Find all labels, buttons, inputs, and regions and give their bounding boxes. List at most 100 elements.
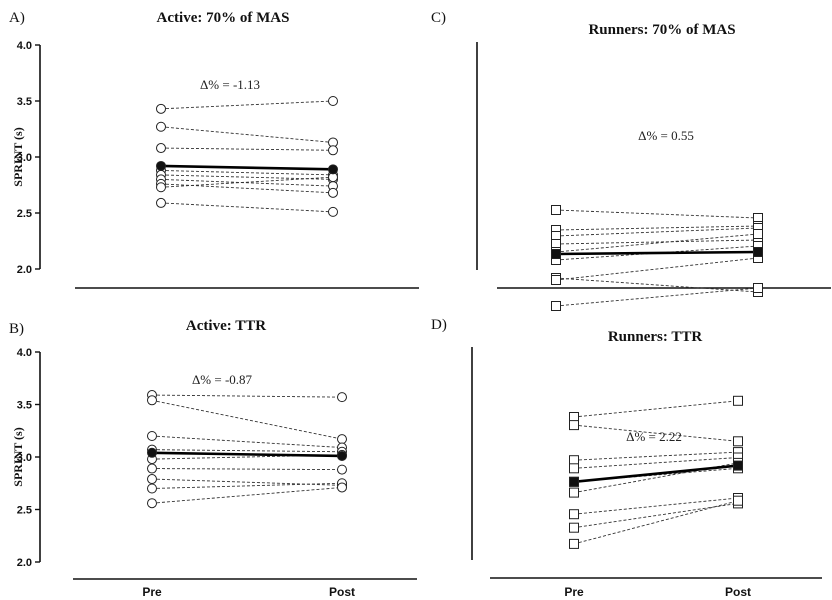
- individual-line: [573, 500, 739, 545]
- individual-series: [551, 283, 763, 311]
- individual-series: [551, 221, 763, 235]
- individual-series: [551, 205, 763, 223]
- mean-line: [555, 250, 759, 256]
- y-tick-label: 2.0: [17, 557, 32, 569]
- mean-series: [156, 160, 338, 175]
- individual-line: [573, 424, 739, 442]
- individual-point: [147, 463, 157, 474]
- chart-panel-3: C) Runners: 70% of MAS Δ% = 0.55: [431, 10, 831, 311]
- individual-line: [160, 178, 334, 187]
- mean-point: [569, 476, 579, 487]
- individual-line: [160, 174, 334, 180]
- individual-point: [147, 431, 157, 441]
- mean-line: [573, 464, 739, 484]
- x-tick-label: Post: [329, 585, 355, 599]
- individual-point: [569, 463, 579, 474]
- chart-panel-4: D) Runners: TTR Pre Post Δ% = 2.22: [431, 317, 822, 599]
- individual-line: [555, 239, 759, 245]
- mean-point: [733, 460, 743, 471]
- individual-series: [147, 478, 347, 494]
- individual-point: [147, 498, 157, 509]
- y-tick-label: 4.0: [17, 347, 32, 359]
- mean-line: [151, 451, 343, 458]
- individual-series: [147, 463, 347, 475]
- individual-line: [573, 502, 739, 529]
- individual-series: [569, 495, 743, 549]
- individual-series: [156, 143, 338, 156]
- individual-series: [147, 395, 347, 445]
- x-tick-label: Pre: [564, 585, 584, 599]
- mean-point: [147, 447, 157, 458]
- individual-line: [573, 400, 739, 418]
- individual-point: [551, 275, 561, 285]
- individual-series: [156, 96, 338, 114]
- individual-point: [733, 436, 743, 447]
- individual-line: [573, 457, 739, 469]
- individual-line: [151, 449, 343, 453]
- mean-series: [569, 460, 743, 487]
- delta-annotation: Δ% = 0.55: [638, 128, 694, 143]
- chart-title: Runners: TTR: [608, 329, 702, 345]
- individual-line: [151, 399, 343, 440]
- individual-line: [151, 394, 343, 398]
- panel-label: B): [9, 321, 24, 337]
- y-tick-label: 3.5: [17, 400, 32, 412]
- delta-annotation: Δ% = 2.22: [626, 429, 682, 444]
- individual-point: [156, 103, 166, 114]
- individual-point: [328, 145, 338, 156]
- individual-point: [156, 121, 166, 132]
- individual-point: [551, 301, 561, 311]
- individual-point: [569, 538, 579, 549]
- individual-line: [160, 176, 334, 188]
- individual-line: [151, 435, 343, 448]
- x-tick-label: Post: [725, 585, 751, 599]
- panel-label: D): [431, 317, 447, 333]
- individual-point: [147, 483, 157, 494]
- individual-point: [337, 482, 347, 493]
- mean-point: [551, 249, 561, 259]
- individual-line: [160, 169, 334, 176]
- individual-series: [147, 390, 347, 403]
- individual-point: [156, 143, 166, 154]
- individual-line: [555, 233, 759, 253]
- individual-line: [160, 202, 334, 213]
- individual-line: [573, 462, 739, 494]
- individual-point: [156, 197, 166, 208]
- individual-series: [569, 457, 743, 498]
- y-tick-label: 2.5: [17, 208, 32, 220]
- individual-point: [569, 522, 579, 533]
- individual-point: [551, 205, 561, 215]
- individual-line: [151, 468, 343, 471]
- individual-series: [551, 235, 763, 249]
- mean-series: [147, 447, 347, 461]
- individual-line: [151, 487, 343, 504]
- mean-series: [551, 247, 763, 259]
- y-tick-label: 3.5: [17, 96, 32, 108]
- x-tick-label: Pre: [142, 585, 162, 599]
- individual-series: [147, 482, 347, 509]
- individual-series: [156, 197, 338, 217]
- y-tick-label: 2.5: [17, 505, 32, 517]
- individual-series: [569, 420, 743, 447]
- individual-point: [569, 487, 579, 498]
- chart-title: Active: TTR: [186, 318, 266, 334]
- individual-point: [733, 395, 743, 406]
- individual-series: [569, 447, 743, 466]
- y-tick-label: 3.0: [17, 452, 32, 464]
- individual-point: [569, 509, 579, 520]
- delta-annotation: Δ% = -1.13: [200, 77, 260, 92]
- individual-point: [328, 96, 338, 106]
- individual-series: [147, 431, 347, 453]
- individual-line: [555, 277, 759, 293]
- individual-point: [753, 229, 763, 239]
- y-axis-label: SPRINT (s): [11, 427, 25, 486]
- delta-annotation: Δ% = -0.87: [192, 372, 253, 387]
- individual-line: [160, 100, 334, 110]
- individual-line: [160, 147, 334, 151]
- mean-point: [753, 247, 763, 257]
- mean-point: [337, 450, 347, 461]
- panel-label: A): [9, 10, 25, 26]
- chart-title: Active: 70% of MAS: [157, 10, 290, 26]
- individual-point: [147, 474, 157, 485]
